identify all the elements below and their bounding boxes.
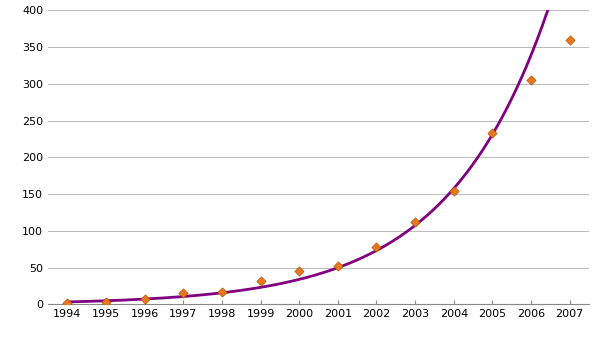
Point bbox=[217, 289, 227, 295]
Point bbox=[371, 244, 381, 250]
Point bbox=[449, 188, 459, 193]
Point bbox=[101, 299, 111, 304]
Point bbox=[410, 219, 420, 225]
Point bbox=[63, 300, 72, 306]
Point bbox=[526, 78, 536, 83]
Point bbox=[333, 264, 343, 269]
Point bbox=[256, 278, 266, 284]
Point bbox=[178, 291, 188, 296]
Point bbox=[565, 37, 575, 43]
Point bbox=[140, 296, 150, 301]
Point bbox=[294, 268, 304, 274]
Point bbox=[487, 130, 497, 136]
